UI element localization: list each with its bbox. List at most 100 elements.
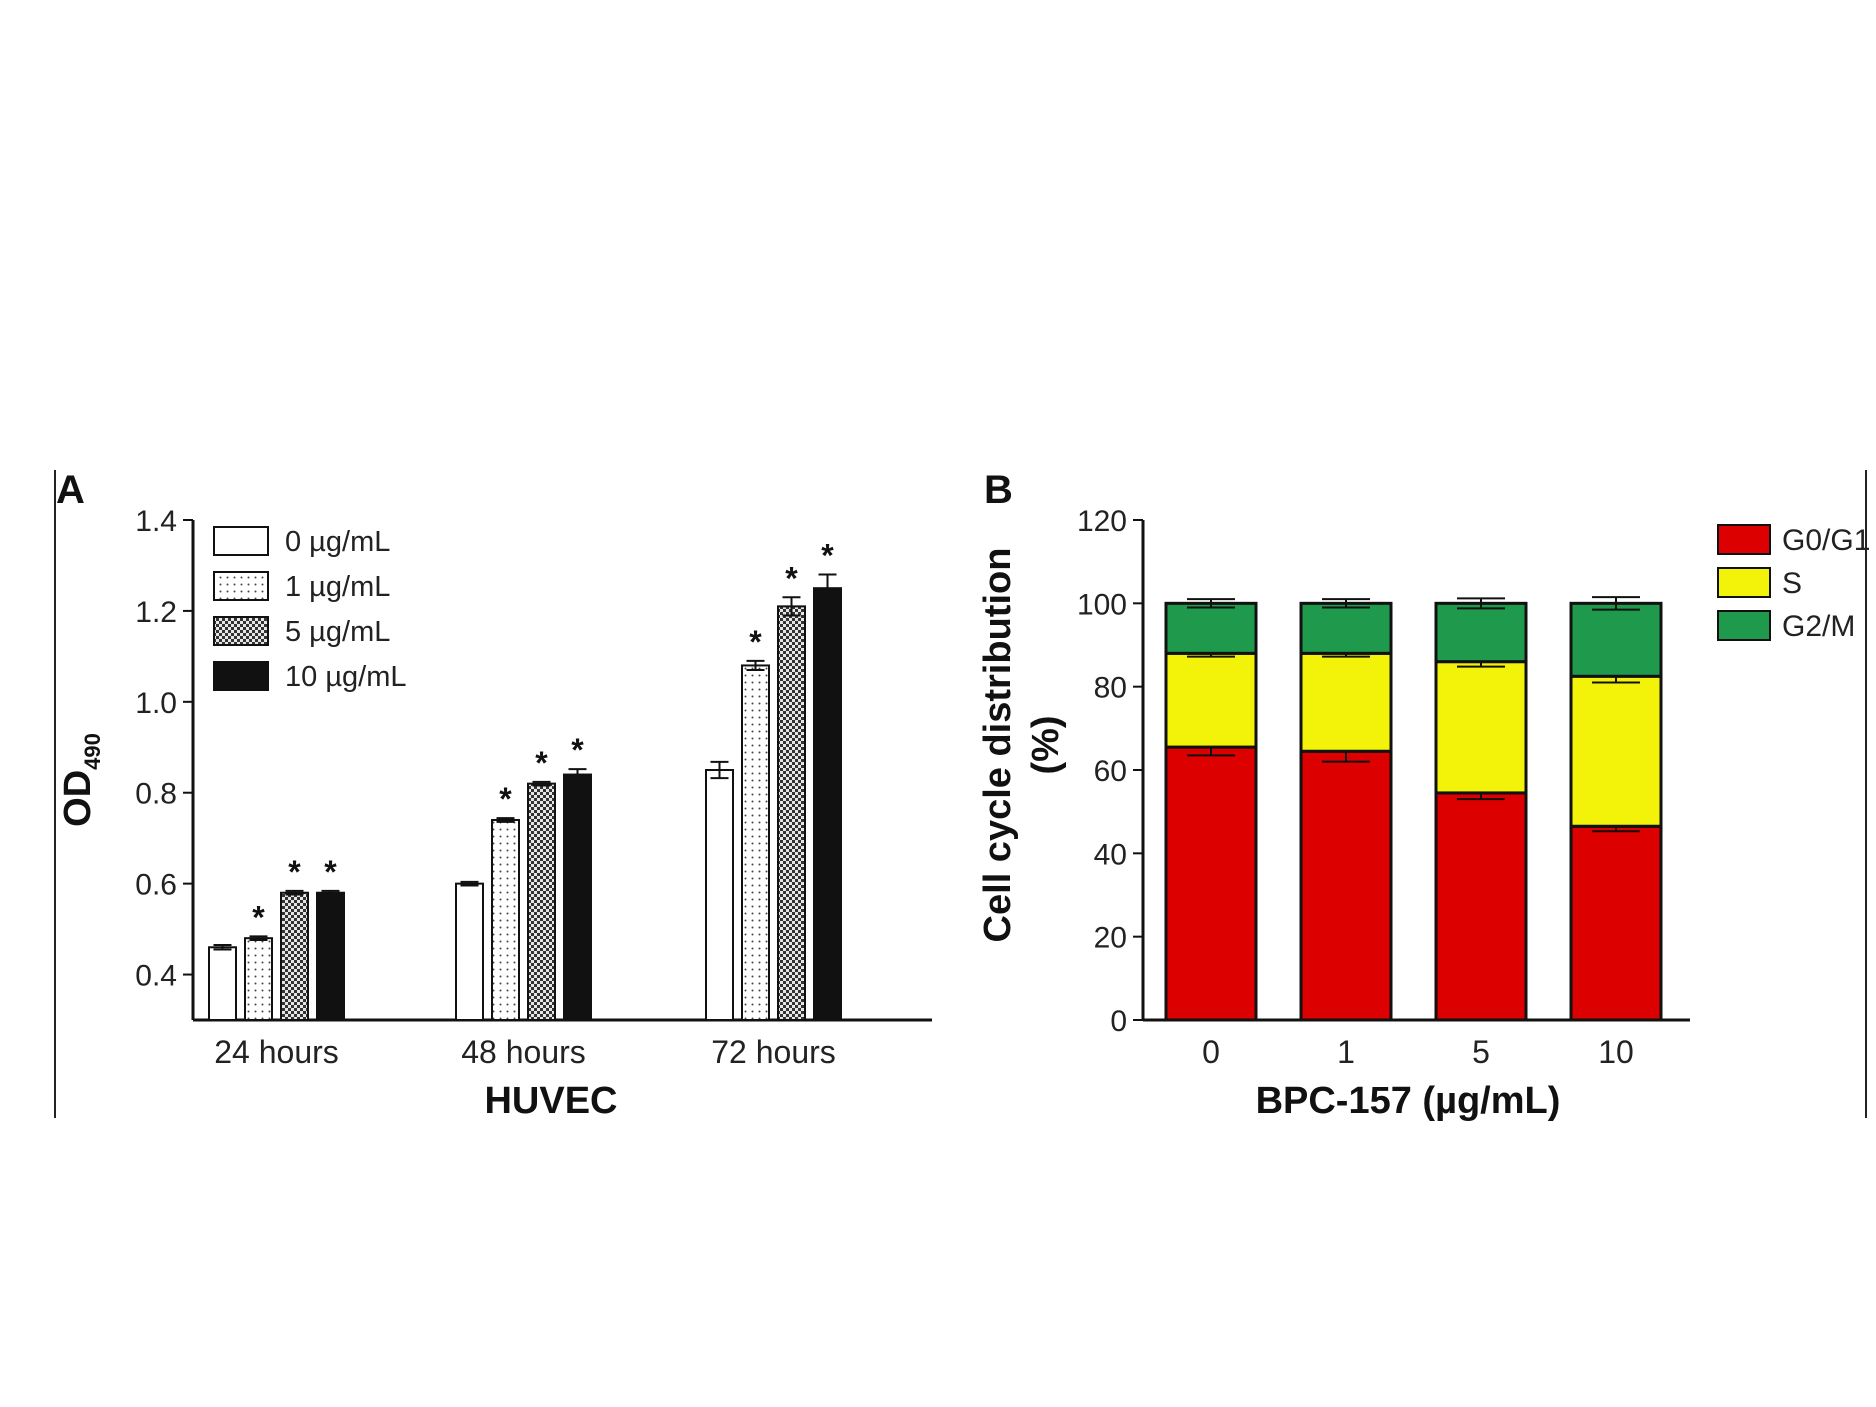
panel-a-legend-label: 0 µg/mL — [285, 526, 390, 558]
panel-b-x-tick-labels: 0 1 5 10 — [1202, 1034, 1634, 1070]
panel-a-y-axis-label-subscript: 490 — [80, 733, 105, 770]
panel-b-legend-label: S — [1782, 567, 1802, 600]
panel-a-bar — [244, 937, 273, 1022]
panel-a-bar — [741, 664, 770, 1021]
panel-b-bar-segment — [1299, 651, 1393, 753]
panel-a-bar — [316, 891, 345, 1022]
panel-a-bar — [813, 587, 842, 1021]
panel-a-legend-swatch — [213, 661, 269, 691]
panel-a-legend-item: 5 µg/mL — [213, 616, 390, 648]
panel-a-error-bar — [532, 780, 551, 787]
panel-a-x-tick-label: 48 hours — [461, 1034, 586, 1070]
panel-b-bar-segment — [1569, 601, 1663, 678]
panel-b-bar-segment — [1569, 824, 1663, 1022]
panel-a-axes: 0.4 0.6 0.8 1.0 1.2 1.4 — [135, 505, 932, 1022]
panel-a-y-tick-label: 0.4 — [135, 960, 177, 993]
panel-b-bar-segment — [1569, 674, 1663, 828]
panel-a-bar — [563, 773, 592, 1022]
panel-a-error-bar — [568, 768, 587, 781]
panel-b-y-tick-label: 40 — [1094, 838, 1127, 871]
panel-b-label: B — [984, 468, 1013, 512]
panel-a-error-bar — [213, 944, 232, 951]
panel-a-bars: * * * * * * * * * — [208, 538, 842, 1022]
panel-b-legend-label: G0/G1 — [1782, 524, 1870, 557]
panel-b-legend-swatch — [1717, 524, 1771, 555]
panel-a-y-tick-label: 1.2 — [135, 596, 177, 629]
panel-b-x-tick-label: 5 — [1472, 1034, 1490, 1070]
panel-a-significance-marker: * — [288, 854, 301, 890]
panel-a-significance-marker: * — [252, 899, 265, 935]
panel-a-legend-swatch — [213, 616, 269, 646]
panel-a-error-bar — [249, 935, 268, 941]
panel-a-legend: 0 µg/mL 1 µg/mL 5 µg/mL 10 µg/mL — [213, 526, 407, 693]
panel-a-legend-item: 10 µg/mL — [213, 661, 407, 693]
panel-a-legend-item: 0 µg/mL — [213, 526, 390, 558]
panel-b-x-tick-label: 0 — [1202, 1034, 1220, 1070]
panel-b-x-axis-label: BPC-157 (µg/mL) — [1256, 1080, 1561, 1122]
panel-b-bars — [1164, 596, 1663, 1022]
panel-a-y-axis-label: OD490 — [57, 733, 105, 827]
panel-b-error-bar — [1457, 597, 1505, 610]
panel-a-significance-marker: * — [821, 538, 834, 574]
panel-a-error-bar — [285, 889, 304, 896]
panel-a-significance-marker: * — [499, 781, 512, 817]
panel-a-x-tick-labels: 24 hours 48 hours 72 hours — [214, 1034, 836, 1070]
panel-b-axes: 0 20 40 60 80 100 120 — [1077, 505, 1690, 1038]
panel-a-legend-item: 1 µg/mL — [213, 571, 390, 603]
panel-a-significance-marker: * — [324, 854, 337, 890]
panel-a-error-bar — [746, 659, 765, 671]
panel-a-error-bar — [460, 880, 479, 887]
panel-b-x-tick-label: 1 — [1337, 1034, 1355, 1070]
panel-a-legend-label: 1 µg/mL — [285, 571, 390, 603]
panel-b-bar-segment — [1164, 601, 1258, 655]
panel-a-x-tick-label: 24 hours — [214, 1034, 339, 1070]
panel-a-bar — [491, 819, 520, 1021]
panel-a-error-bar — [710, 760, 729, 780]
panel-a-y-tick-label: 0.6 — [135, 869, 177, 902]
panel-b-bar-segment — [1434, 601, 1528, 664]
panel-b-legend-item: G0/G1 — [1717, 524, 1870, 557]
panel-a-bar — [705, 769, 734, 1021]
panel-b-y-tick-label: 120 — [1077, 505, 1127, 538]
panel-b-bar-segment — [1434, 791, 1528, 1022]
panel-a-y-tick-label: 1.0 — [135, 687, 177, 720]
panel-a-significance-marker: * — [535, 745, 548, 781]
panel-a-error-bar — [818, 573, 837, 603]
panel-a-significance-marker: * — [749, 624, 762, 660]
panel-b-bar-segment — [1434, 660, 1528, 795]
panel-b-x-tick-label: 10 — [1598, 1034, 1634, 1070]
panel-b-y-axis-label-line1: Cell cycle distribution — [977, 548, 1019, 943]
panel-b-y-tick-label: 20 — [1094, 922, 1127, 955]
panel-a-label: A — [56, 468, 85, 512]
panel-a-bar — [208, 946, 237, 1021]
panel-b-y-tick-label: 60 — [1094, 755, 1127, 788]
panel-b-legend-item: G2/M — [1717, 610, 1855, 643]
panel-b-y-tick-label: 0 — [1110, 1005, 1127, 1038]
panel-a-y-axis-label-main: OD — [57, 770, 99, 827]
panel-b-legend-item: S — [1717, 567, 1802, 600]
panel-b-bar-segment — [1299, 749, 1393, 1022]
panel-b-legend: G0/G1 S G2/M — [1717, 524, 1870, 643]
panel-a-bar — [777, 605, 806, 1021]
panel-a-y-tick-label: 0.8 — [135, 778, 177, 811]
panel-a: A 0.4 0.6 0.8 1.0 1.2 1.4 * * * * * * * * * 24 hours 4… — [56, 468, 932, 1122]
panel-a-error-bar — [321, 889, 340, 896]
panel-b-error-bar — [1187, 598, 1235, 609]
panel-b-legend-label: G2/M — [1782, 610, 1855, 643]
panel-b-legend-swatch — [1717, 610, 1771, 641]
panel-a-legend-swatch — [213, 526, 269, 556]
panel-a-error-bar — [496, 817, 515, 823]
panel-a-legend-swatch — [213, 571, 269, 601]
panel-a-bar — [280, 891, 309, 1022]
panel-a-y-tick-label: 1.4 — [135, 505, 177, 538]
panel-b-y-tick-label: 100 — [1077, 588, 1127, 621]
panel-b-y-axis-label-line2: (%) — [1025, 715, 1067, 774]
panel-b-y-tick-label: 80 — [1094, 672, 1127, 705]
panel-a-legend-label: 5 µg/mL — [285, 616, 390, 648]
panel-a-legend-label: 10 µg/mL — [285, 661, 407, 693]
panel-b-bar-segment — [1299, 601, 1393, 655]
panel-a-x-tick-label: 72 hours — [711, 1034, 836, 1070]
panel-a-bar — [527, 782, 556, 1021]
